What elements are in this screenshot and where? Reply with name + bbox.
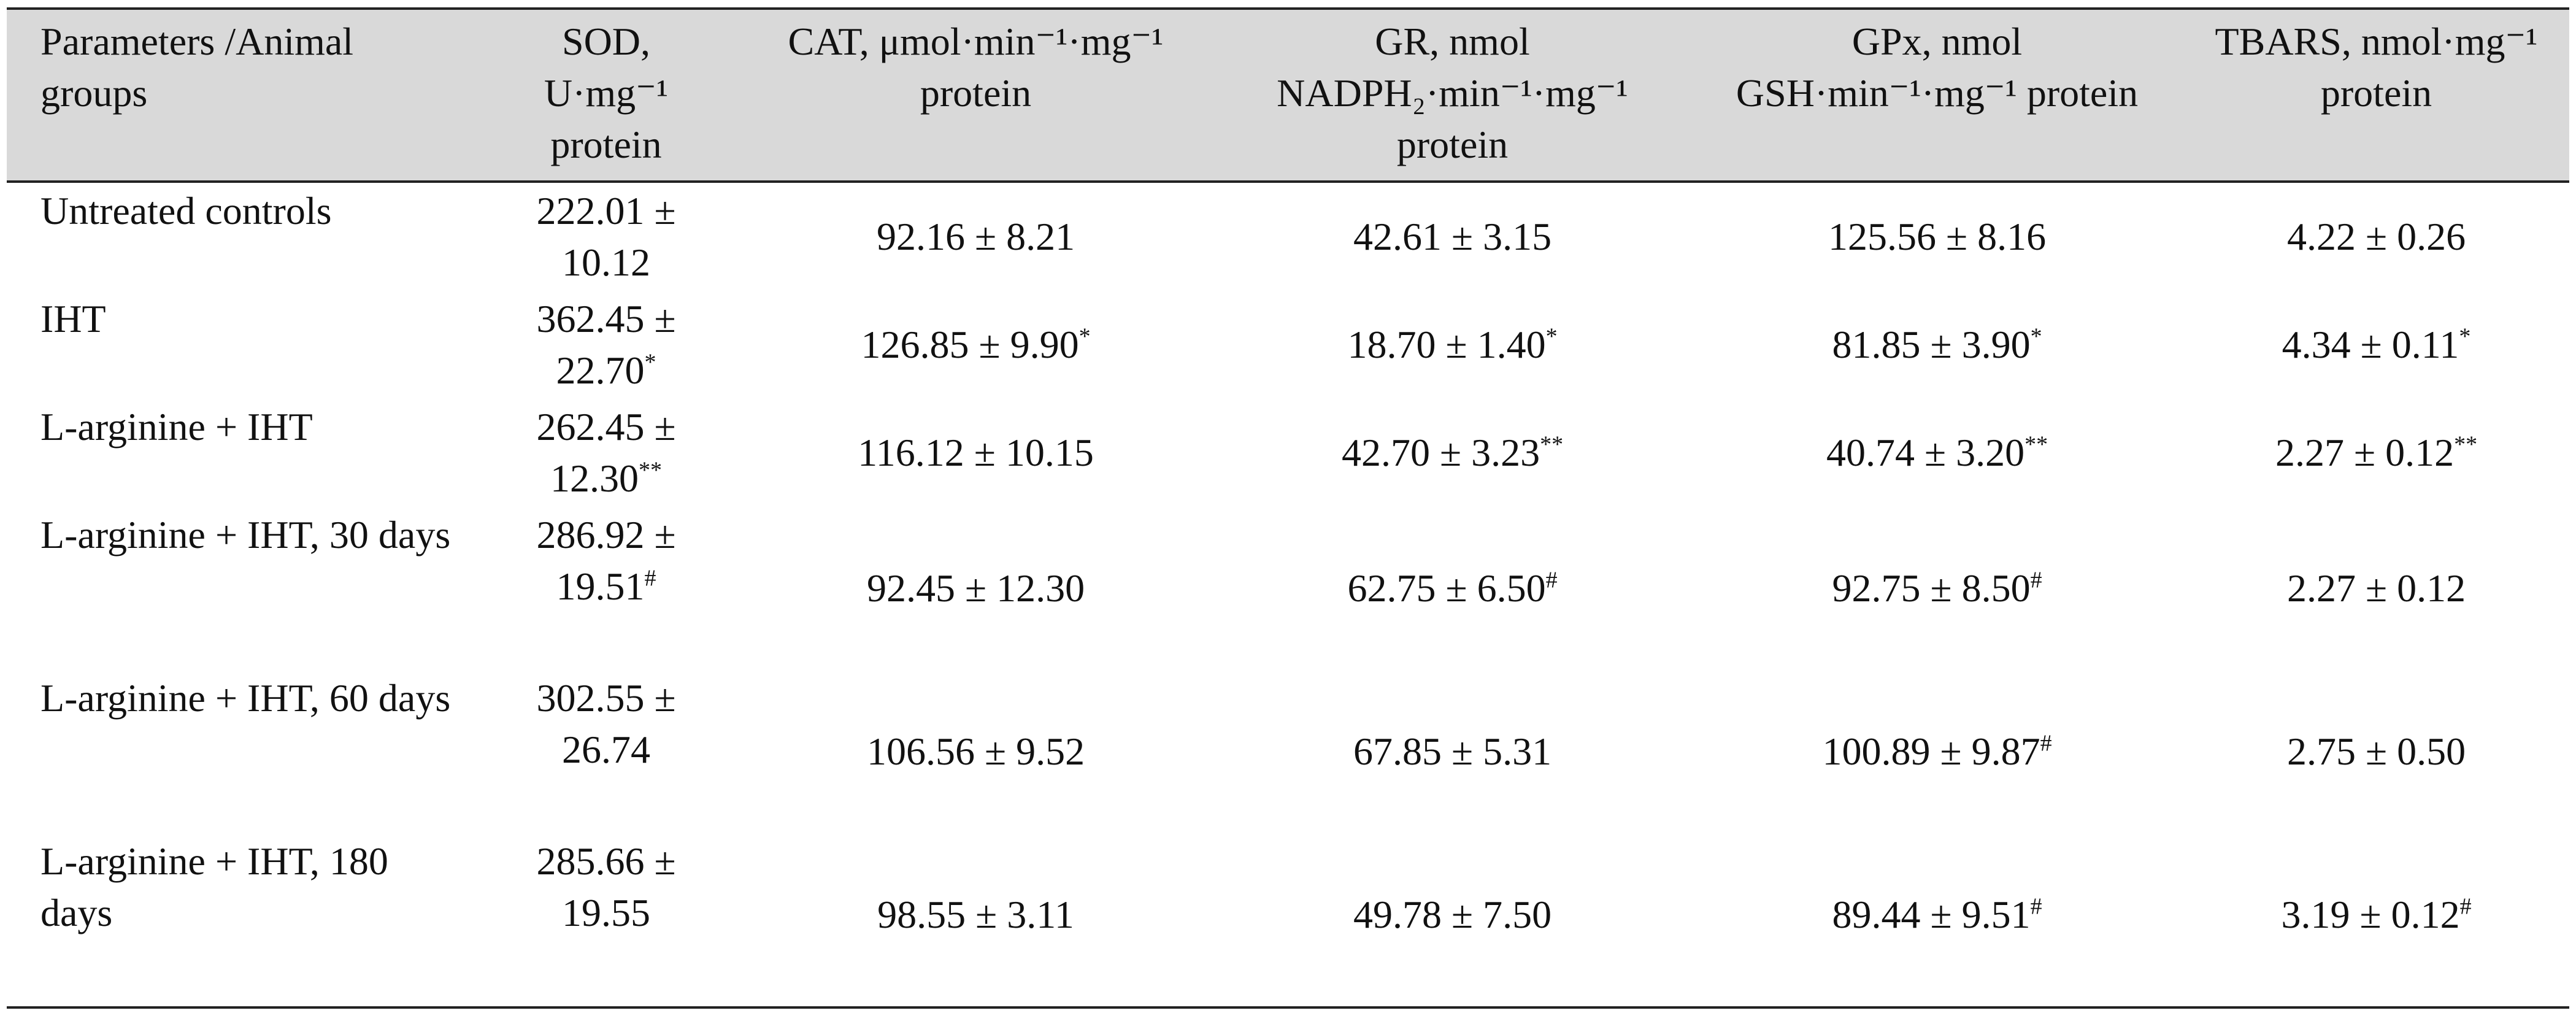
significance-mark: # — [2030, 893, 2042, 920]
value-text: 2.75 ± 0.50 — [2286, 730, 2466, 773]
table-row: L-arginine + IHT, 30 days 286.92 ± 19.51#… — [7, 507, 2569, 670]
group-cell: IHT — [40, 297, 106, 341]
value-cell: 81.85 ± 3.90* — [1691, 291, 2183, 399]
table-row: Untreated controls 222.01 ± 10.12 92.16 ± … — [7, 182, 2569, 291]
value-text: 286.92 ± 19.51 — [536, 513, 676, 608]
significance-mark: # — [2459, 893, 2472, 920]
value-text: 92.45 ± 12.30 — [866, 566, 1085, 610]
table-row: L-arginine + IHT, 60 days 302.55 ± 26.74 1… — [7, 670, 2569, 833]
significance-mark: ** — [1540, 431, 1564, 458]
value-text: 81.85 ± 3.90 — [1832, 323, 2031, 366]
value-cell: 42.61 ± 3.15 — [1214, 182, 1691, 291]
value-cell: 92.45 ± 12.30 — [737, 507, 1214, 670]
value-cell: 262.45 ± 12.30** — [475, 399, 737, 507]
value-cell: 2.27 ± 0.12** — [2183, 399, 2569, 507]
value-cell: 3.19 ± 0.12# — [2183, 833, 2569, 1007]
value-cell: 126.85 ± 9.90* — [737, 291, 1214, 399]
significance-mark: ** — [639, 457, 662, 483]
value-cell: 98.55 ± 3.11 — [737, 833, 1214, 1007]
significance-mark: * — [2030, 323, 2042, 350]
header-row: Parameters /Animal groups SOD, U·mg⁻¹ pro… — [7, 9, 2569, 182]
value-cell: 4.34 ± 0.11* — [2183, 291, 2569, 399]
table-row: L-arginine + IHT 262.45 ± 12.30** 116.12 ±… — [7, 399, 2569, 507]
value-text: 2.27 ± 0.12 — [2286, 566, 2466, 610]
significance-mark: * — [644, 349, 656, 376]
table-row: IHT 362.45 ± 22.70* 126.85 ± 9.90* 18.70 ± … — [7, 291, 2569, 399]
significance-mark: ** — [2454, 431, 2478, 458]
data-table: Parameters /Animal groups SOD, U·mg⁻¹ pro… — [7, 7, 2569, 1009]
value-text: 18.70 ± 1.40 — [1347, 323, 1546, 366]
value-text: 362.45 ± 22.70 — [536, 297, 676, 392]
value-cell: 67.85 ± 5.31 — [1214, 670, 1691, 833]
value-cell: 222.01 ± 10.12 — [475, 182, 737, 291]
value-text: 4.34 ± 0.11 — [2282, 323, 2459, 366]
significance-mark: # — [1545, 567, 1558, 593]
value-cell: 49.78 ± 7.50 — [1214, 833, 1691, 1007]
value-text: 67.85 ± 5.31 — [1353, 730, 1552, 773]
group-cell: L-arginine + IHT, 180 days — [40, 839, 388, 934]
table-header: Parameters /Animal groups SOD, U·mg⁻¹ pro… — [7, 9, 2569, 182]
value-cell: 100.89 ± 9.87# — [1691, 670, 2183, 833]
value-text: 92.75 ± 8.50 — [1832, 566, 2031, 610]
value-cell: 125.56 ± 8.16 — [1691, 182, 2183, 291]
table-row: L-arginine + IHT, 180 days 285.66 ± 19.55… — [7, 833, 2569, 1007]
value-cell: 92.16 ± 8.21 — [737, 182, 1214, 291]
table-body: Untreated controls 222.01 ± 10.12 92.16 ± … — [7, 182, 2569, 1007]
significance-mark: # — [2040, 730, 2052, 757]
value-text: 42.70 ± 3.23 — [1341, 431, 1540, 474]
value-cell: 2.27 ± 0.12 — [2183, 507, 2569, 670]
value-text: 125.56 ± 8.16 — [1828, 215, 2047, 258]
header-cell: Parameters /Animal groups — [40, 20, 354, 115]
value-text: 262.45 ± 12.30 — [536, 405, 676, 500]
value-text: 126.85 ± 9.90 — [861, 323, 1079, 366]
group-cell: L-arginine + IHT — [40, 405, 313, 449]
header-cell: CAT, μmol·min⁻¹·mg⁻¹ protein — [788, 20, 1164, 115]
value-cell: 92.75 ± 8.50# — [1691, 507, 2183, 670]
value-text: 3.19 ± 0.12 — [2281, 893, 2460, 936]
significance-mark: * — [2459, 323, 2471, 350]
value-text: 42.61 ± 3.15 — [1353, 215, 1552, 258]
significance-mark: # — [644, 565, 656, 591]
significance-mark: * — [1545, 323, 1558, 350]
value-text: 116.12 ± 10.15 — [858, 431, 1094, 474]
significance-mark: # — [2030, 567, 2042, 593]
value-text: 98.55 ± 3.11 — [877, 893, 1074, 936]
value-text: 285.66 ± 19.55 — [536, 839, 676, 934]
value-cell: 40.74 ± 3.20** — [1691, 399, 2183, 507]
value-cell: 116.12 ± 10.15 — [737, 399, 1214, 507]
value-text: 2.27 ± 0.12 — [2275, 431, 2455, 474]
value-cell: 362.45 ± 22.70* — [475, 291, 737, 399]
value-text: 92.16 ± 8.21 — [876, 215, 1075, 258]
significance-mark: ** — [2024, 431, 2048, 458]
header-cell: GPx, nmol GSH·min⁻¹·mg⁻¹ protein — [1736, 20, 2139, 115]
value-cell: 285.66 ± 19.55 — [475, 833, 737, 1007]
group-cell: L-arginine + IHT, 30 days — [40, 513, 451, 557]
group-cell: L-arginine + IHT, 60 days — [40, 676, 451, 720]
group-cell: Untreated controls — [40, 189, 332, 233]
value-text: 40.74 ± 3.20 — [1826, 431, 2025, 474]
value-text: 100.89 ± 9.87 — [1822, 730, 2040, 773]
value-cell: 18.70 ± 1.40* — [1214, 291, 1691, 399]
value-text: 4.22 ± 0.26 — [2286, 215, 2466, 258]
value-cell: 106.56 ± 9.52 — [737, 670, 1214, 833]
value-text: 302.55 ± 26.74 — [536, 676, 676, 771]
value-text: 62.75 ± 6.50 — [1347, 566, 1546, 610]
value-cell: 2.75 ± 0.50 — [2183, 670, 2569, 833]
header-cell: TBARS, nmol·mg⁻¹ protein — [2215, 20, 2538, 115]
value-cell: 4.22 ± 0.26 — [2183, 182, 2569, 291]
value-cell: 89.44 ± 9.51# — [1691, 833, 2183, 1007]
value-cell: 62.75 ± 6.50# — [1214, 507, 1691, 670]
value-cell: 42.70 ± 3.23** — [1214, 399, 1691, 507]
value-cell: 302.55 ± 26.74 — [475, 670, 737, 833]
header-cell: SOD, U·mg⁻¹ protein — [544, 20, 669, 166]
significance-mark: * — [1078, 323, 1091, 350]
value-text: 222.01 ± 10.12 — [536, 189, 676, 284]
value-text: 89.44 ± 9.51 — [1832, 893, 2031, 936]
value-text: 49.78 ± 7.50 — [1353, 893, 1552, 936]
value-cell: 286.92 ± 19.51# — [475, 507, 737, 670]
value-text: 106.56 ± 9.52 — [866, 730, 1085, 773]
header-cell: GR, nmol NADPH₂·min⁻¹·mg⁻¹ protein — [1277, 20, 1628, 166]
